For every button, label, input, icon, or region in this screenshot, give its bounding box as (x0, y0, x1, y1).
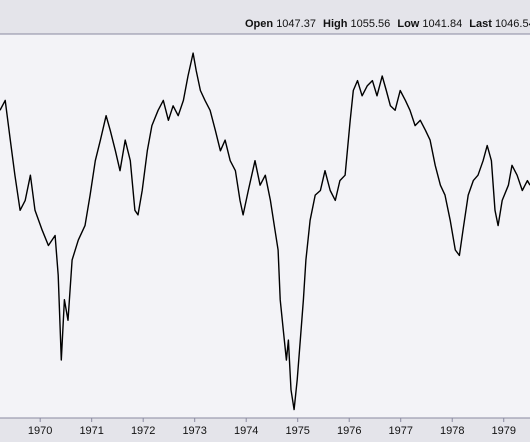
x-tick-label: 1974 (234, 425, 258, 437)
quote-label: High (323, 18, 348, 30)
quote-label: Open (245, 18, 273, 30)
quote-label: Last (469, 18, 492, 30)
quote-bar: Open 1047.37 High 1055.56 Low 1041.84 La… (245, 18, 530, 30)
x-tick-label: 1972 (131, 425, 155, 437)
x-tick-label: 1978 (440, 425, 464, 437)
quote-value: 1046.54 (495, 18, 530, 30)
quote-value: 1055.56 (351, 18, 391, 30)
quote-value: 1047.37 (276, 18, 316, 30)
x-tick-label: 1971 (79, 425, 103, 437)
price-line (0, 52, 530, 411)
quote-label: Low (397, 18, 419, 30)
quote-value: 1041.84 (422, 18, 462, 30)
x-tick-label: 1979 (491, 425, 515, 437)
x-tick-label: 1977 (388, 425, 412, 437)
x-tick-label: 1975 (285, 425, 309, 437)
x-tick-label: 1976 (337, 425, 361, 437)
x-tick-label: 1970 (28, 425, 52, 437)
plot-area (0, 33, 530, 419)
x-tick-label: 1973 (182, 425, 206, 437)
